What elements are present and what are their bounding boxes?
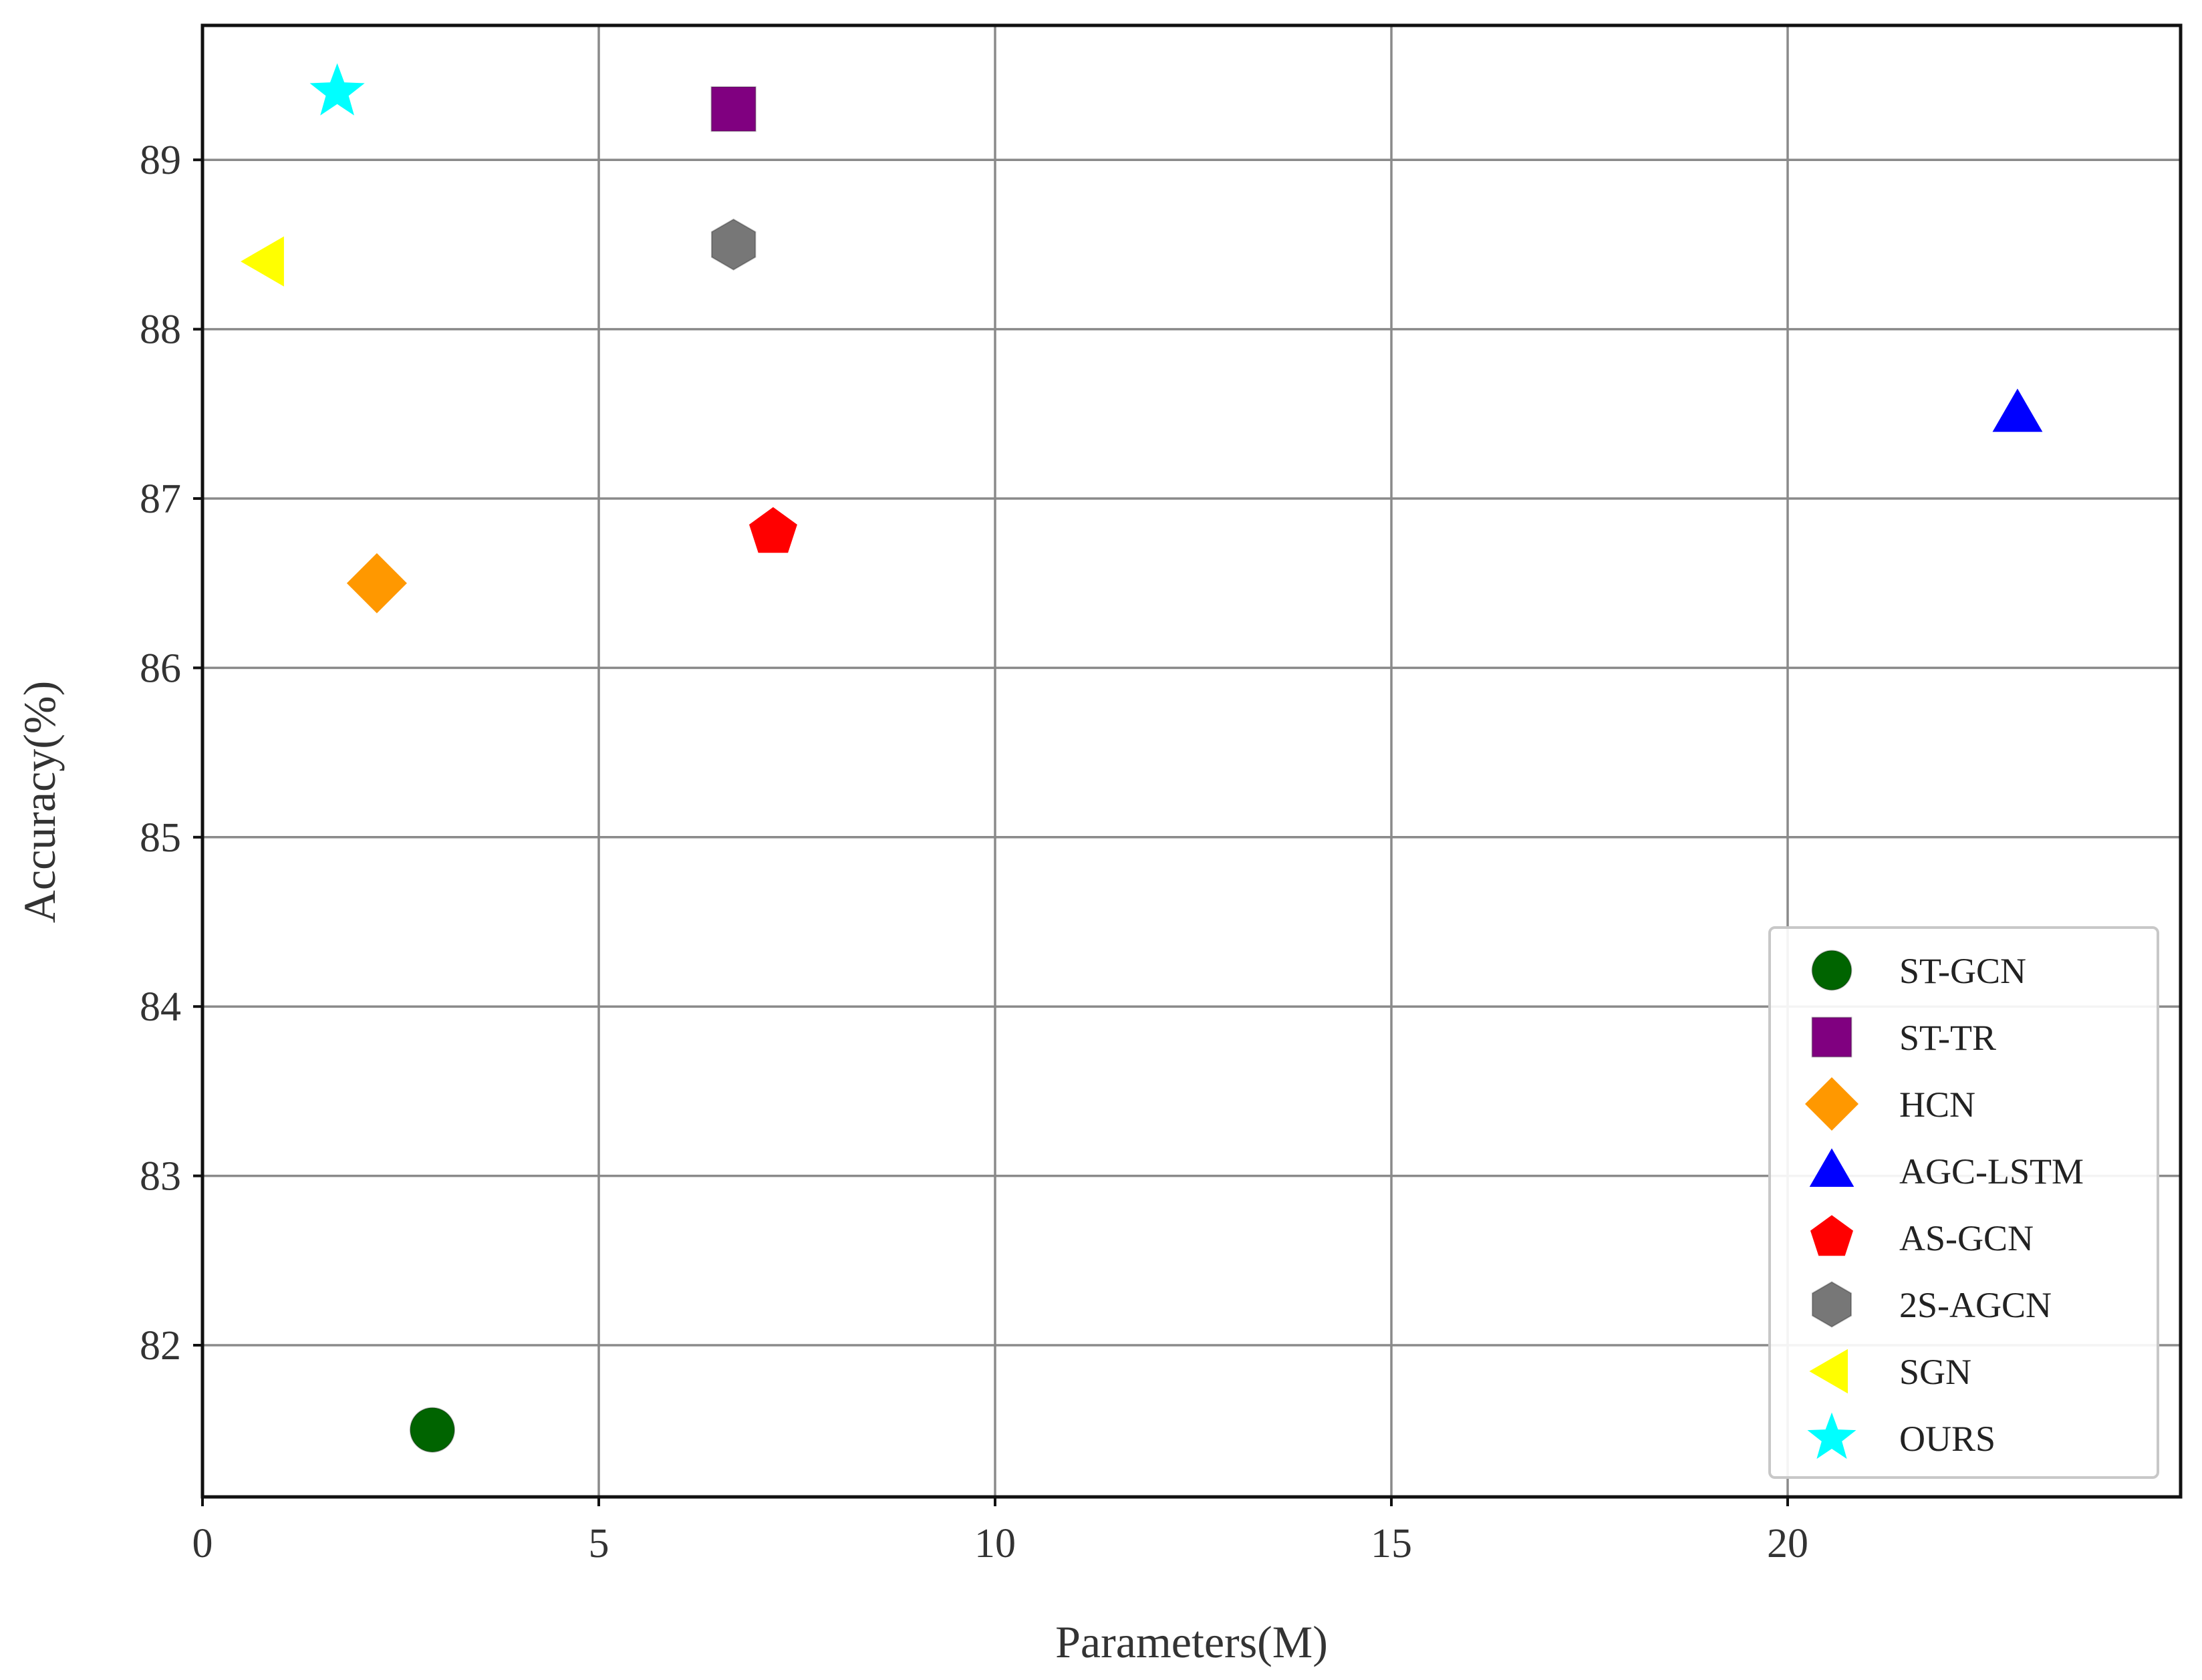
data-point-agc-lstm bbox=[1992, 388, 2043, 432]
legend-marker-as-gcn bbox=[1810, 1215, 1853, 1256]
data-point-st-tr bbox=[710, 86, 756, 132]
plot-frame bbox=[200, 23, 2183, 1499]
y-tick-label: 86 bbox=[140, 646, 181, 691]
x-tick-label: 5 bbox=[589, 1521, 609, 1566]
x-tick-label: 10 bbox=[974, 1521, 1016, 1566]
legend-label: SGN bbox=[1899, 1352, 1971, 1392]
legend-label: HCN bbox=[1899, 1085, 1975, 1125]
data-point-st-gcn bbox=[409, 1407, 456, 1453]
y-axis: 82 83 84 85 86 87 88 89 bbox=[140, 138, 202, 1369]
x-axis: 0 5 10 15 20 bbox=[192, 1497, 1808, 1566]
data-point-sgn bbox=[241, 236, 284, 287]
legend-marker-ours bbox=[1807, 1412, 1856, 1459]
legend-label: OURS bbox=[1899, 1419, 1995, 1459]
y-tick-label: 85 bbox=[140, 815, 181, 861]
data-point-2s-agcn bbox=[710, 218, 756, 271]
x-tick-label: 0 bbox=[192, 1521, 213, 1566]
legend-marker-st-gcn bbox=[1811, 950, 1852, 991]
legend-label: 2S-AGCN bbox=[1899, 1285, 2052, 1325]
data-point-as-gcn bbox=[749, 507, 797, 553]
legend-label: AS-GCN bbox=[1899, 1218, 2034, 1258]
legend-label: AGC-LSTM bbox=[1899, 1151, 2084, 1192]
data-point-hcn bbox=[346, 553, 407, 613]
y-tick-label: 83 bbox=[140, 1154, 181, 1200]
x-tick-label: 20 bbox=[1767, 1521, 1808, 1566]
grid-lines bbox=[202, 25, 2181, 1497]
legend-marker-2s-agcn bbox=[1811, 1281, 1852, 1328]
y-tick-label: 89 bbox=[140, 138, 181, 183]
y-tick-label: 87 bbox=[140, 476, 181, 522]
legend-marker-sgn bbox=[1809, 1349, 1848, 1394]
data-points bbox=[241, 63, 2043, 1453]
legend: ST-GCN ST-TR HCN AGC-LSTM AS-GCN 2S-AGCN SGN OU… bbox=[1768, 926, 2159, 1479]
y-tick-label: 82 bbox=[140, 1323, 181, 1369]
y-tick-label: 84 bbox=[140, 984, 181, 1030]
legend-box bbox=[1768, 926, 2159, 1479]
data-point-ours bbox=[309, 63, 365, 116]
legend-label: ST-TR bbox=[1899, 1018, 1996, 1058]
y-tick-label: 88 bbox=[140, 307, 181, 353]
legend-marker-st-tr bbox=[1811, 1016, 1852, 1058]
x-axis-label: Parameters(M) bbox=[1055, 1617, 1328, 1667]
legend-label: ST-GCN bbox=[1899, 951, 2026, 991]
x-tick-label: 15 bbox=[1371, 1521, 1412, 1566]
legend-marker-agc-lstm bbox=[1809, 1148, 1854, 1187]
y-axis-label: Accuracy(%) bbox=[14, 681, 65, 923]
legend-marker-hcn bbox=[1805, 1077, 1859, 1131]
